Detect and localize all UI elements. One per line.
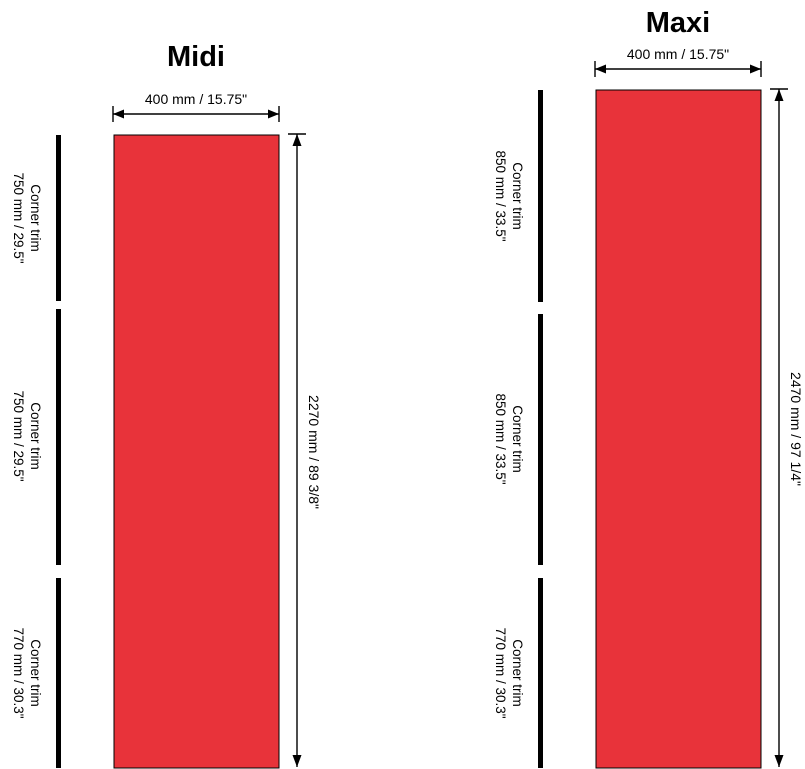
midi-trim-size: 770 mm / 30.3" xyxy=(11,627,26,718)
maxi-trim-bar xyxy=(538,578,543,768)
maxi-trim-3: Corner trim 770 mm / 30.3" xyxy=(493,578,543,768)
maxi-height-dimension: 2470 mm / 97 1/4" xyxy=(770,89,804,767)
midi-trim-bar xyxy=(56,309,61,565)
maxi-trim-size: 850 mm / 33.5" xyxy=(493,393,508,484)
maxi-trim-name: Corner trim xyxy=(510,639,525,707)
maxi-height-label: 2470 mm / 97 1/4" xyxy=(788,372,804,486)
maxi-trim-bar xyxy=(538,314,543,565)
midi-trim-name: Corner trim xyxy=(28,639,43,707)
midi-width-dimension: 400 mm / 15.75" xyxy=(113,91,279,122)
midi-title: Midi xyxy=(167,41,225,73)
maxi-trim-size: 770 mm / 30.3" xyxy=(493,627,508,718)
maxi-width-dimension: 400 mm / 15.75" xyxy=(595,46,761,77)
maxi-trim-2: Corner trim 850 mm / 33.5" xyxy=(493,314,543,565)
midi-trim-2: Corner trim 750 mm / 29.5" xyxy=(11,309,61,565)
maxi-panel xyxy=(596,90,761,768)
midi-trim-name: Corner trim xyxy=(28,184,43,252)
midi-trim-bar xyxy=(56,135,61,301)
maxi-trim-bar xyxy=(538,90,543,302)
midi-trim-name: Corner trim xyxy=(28,402,43,470)
midi-trim-size: 750 mm / 29.5" xyxy=(11,390,26,481)
maxi-trim-name: Corner trim xyxy=(510,405,525,473)
maxi-group: Maxi 400 mm / 15.75" 2470 mm / 97 1/4" C… xyxy=(493,7,804,768)
midi-trim-bar xyxy=(56,578,61,768)
midi-trim-size: 750 mm / 29.5" xyxy=(11,172,26,263)
midi-group: Midi 400 mm / 15.75" 2270 mm / 89 3/8" C… xyxy=(11,41,322,768)
midi-trim-1: Corner trim 750 mm / 29.5" xyxy=(11,135,61,301)
midi-panel xyxy=(114,135,279,768)
midi-width-label: 400 mm / 15.75" xyxy=(145,91,247,107)
maxi-width-label: 400 mm / 15.75" xyxy=(627,46,729,62)
maxi-trim-1: Corner trim 850 mm / 33.5" xyxy=(493,90,543,302)
midi-height-dimension: 2270 mm / 89 3/8" xyxy=(288,134,322,767)
maxi-trim-name: Corner trim xyxy=(510,162,525,230)
midi-height-label: 2270 mm / 89 3/8" xyxy=(306,395,322,509)
maxi-trim-size: 850 mm / 33.5" xyxy=(493,150,508,241)
midi-trim-3: Corner trim 770 mm / 30.3" xyxy=(11,578,61,768)
maxi-title: Maxi xyxy=(646,7,710,39)
